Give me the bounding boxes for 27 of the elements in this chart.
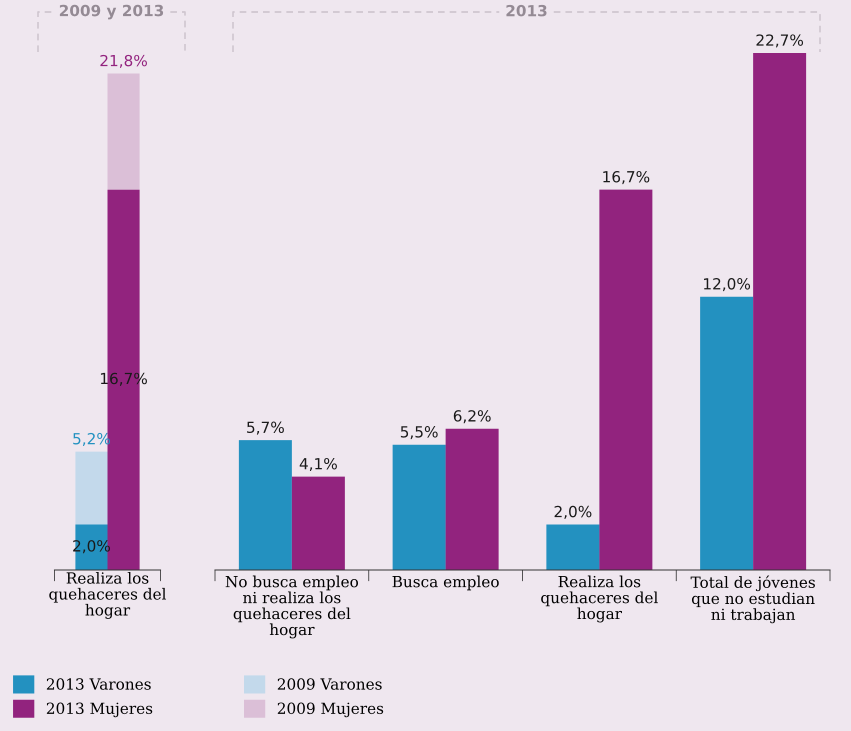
data-label: 12,0% bbox=[704, 278, 750, 292]
chart-title: 2009 y 2013 bbox=[60, 4, 164, 20]
data-label: 2,0% bbox=[554, 506, 592, 519]
data-label: 6,2% bbox=[454, 410, 491, 424]
bar bbox=[599, 190, 652, 570]
data-label: 4,1% bbox=[300, 458, 337, 472]
chart-title: 2013 bbox=[506, 4, 547, 16]
bar bbox=[392, 444, 446, 570]
data-label: 22,7% bbox=[756, 34, 804, 48]
x-tick-label: Realiza los quehaceres del hogar bbox=[541, 576, 658, 622]
legend-label: 2013 Varones bbox=[46, 678, 151, 690]
bar bbox=[238, 440, 292, 570]
legend-label: 2009 Mujeres bbox=[278, 702, 384, 718]
bar bbox=[546, 524, 600, 570]
data-label: 16,7% bbox=[603, 170, 650, 184]
bar bbox=[446, 428, 499, 570]
data-label: 5,5% bbox=[400, 426, 438, 440]
legend-label: 2009 Varones bbox=[278, 678, 382, 690]
bar bbox=[292, 476, 345, 570]
x-tick-label: No busca empleo ni realiza los quehaceres del hogar bbox=[226, 576, 358, 638]
data-label: 5,7% bbox=[247, 422, 284, 435]
bar bbox=[753, 53, 806, 570]
legend-label: 2013 Mujeres bbox=[46, 702, 152, 718]
x-tick-label: Busca empleo bbox=[392, 576, 499, 590]
total-label: 21,8% bbox=[100, 54, 147, 68]
bar bbox=[700, 296, 754, 570]
x-tick-label: Total de jóvenes que no estudian ni trabajan bbox=[690, 576, 815, 624]
